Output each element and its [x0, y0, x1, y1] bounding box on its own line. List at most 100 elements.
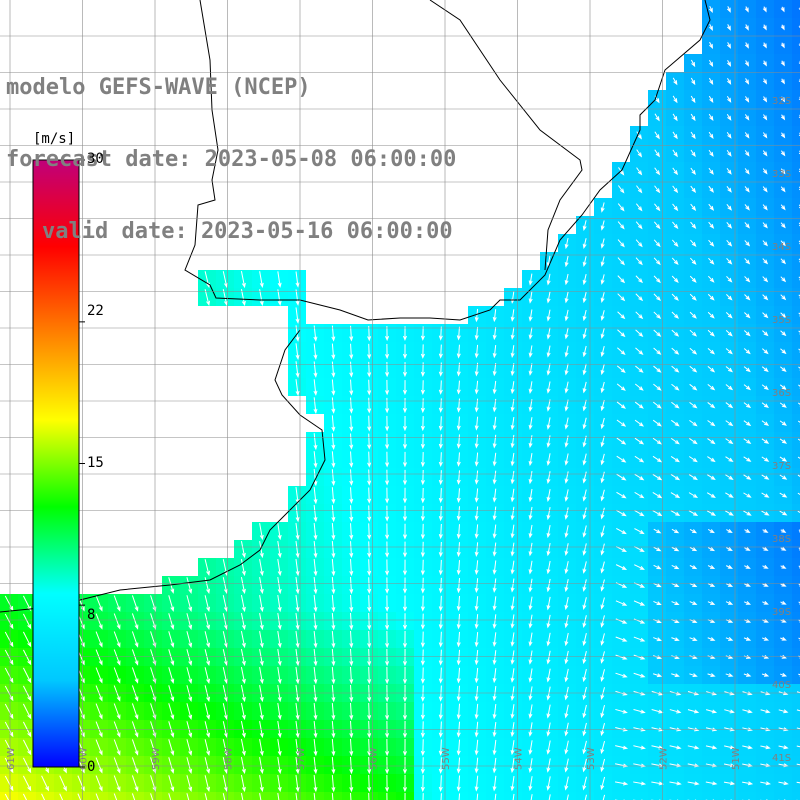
wind-arrow [707, 420, 716, 427]
wind-arrow [131, 775, 139, 792]
wind-arrow [240, 271, 246, 289]
wind-arrow [259, 757, 264, 775]
wind-arrow [707, 637, 716, 641]
wind-arrow [240, 703, 246, 721]
wind-arrow [616, 365, 626, 373]
wind-arrow [492, 488, 497, 503]
wind-arrow [672, 77, 678, 86]
wind-arrow [779, 438, 788, 444]
wind-arrow [349, 774, 354, 793]
wind-arrow [402, 702, 407, 721]
wind-arrow [259, 775, 264, 793]
wind-arrow [367, 505, 372, 522]
wind-arrow [95, 631, 103, 648]
wind-arrow [349, 594, 354, 613]
wind-arrow [743, 474, 752, 480]
wind-arrow [492, 380, 497, 395]
wind-arrow [295, 307, 300, 324]
wind-arrow [510, 668, 515, 683]
wind-arrow [456, 703, 461, 720]
wind-arrow [240, 649, 246, 667]
wind-arrow [564, 543, 569, 557]
wind-cell [54, 792, 72, 800]
wind-arrow [617, 221, 625, 230]
wind-arrow [528, 596, 533, 611]
latitude-label: 38S [772, 534, 791, 545]
wind-arrow [204, 721, 211, 739]
wind-arrow [420, 380, 425, 396]
wind-arrow [386, 792, 388, 800]
wind-arrow [331, 630, 336, 649]
wind-arrow [616, 401, 626, 409]
wind-cell [792, 18, 800, 36]
wind-arrow [600, 776, 606, 791]
wind-cell [72, 792, 90, 800]
wind-arrow [689, 419, 698, 427]
wind-arrow [113, 649, 121, 666]
wind-arrow [689, 293, 697, 301]
wind-arrow [204, 613, 211, 631]
wind-arrow [600, 256, 605, 267]
wind-arrow [689, 673, 698, 678]
wind-arrow [259, 667, 264, 685]
wind-arrow [349, 451, 354, 468]
wind-arrow [672, 95, 678, 104]
wind-arrow [259, 703, 264, 721]
wind-arrow [492, 506, 497, 521]
wind-arrow [707, 275, 715, 283]
wind-arrow [796, 691, 800, 694]
wind-arrow [95, 649, 103, 666]
wind-arrow [204, 775, 211, 793]
longitude-label: 58W [224, 747, 235, 770]
wind-arrow [420, 398, 425, 414]
wind-arrow [240, 595, 246, 613]
wind-arrow [492, 470, 497, 485]
wind-arrow [687, 727, 700, 732]
wind-arrow [186, 703, 193, 720]
wind-arrow [671, 383, 680, 391]
wind-cell [36, 792, 54, 800]
wind-arrow [385, 559, 390, 576]
wind-arrow [186, 757, 193, 774]
wind-arrow [689, 311, 697, 319]
wind-arrow [762, 348, 769, 355]
wind-arrow [725, 366, 733, 373]
wind-arrow [689, 583, 698, 587]
wind-arrow [492, 632, 497, 648]
wind-arrow [688, 510, 699, 516]
wind-arrow [492, 668, 497, 684]
wind-arrow [474, 362, 479, 377]
wind-arrow [528, 470, 533, 485]
colorbar-tick-label: 15 [87, 455, 104, 471]
wind-arrow [761, 366, 769, 373]
wind-arrow [724, 727, 736, 732]
wind-arrow [186, 613, 193, 630]
wind-arrow [671, 419, 680, 427]
wind-arrow [582, 704, 587, 719]
wind-arrow [744, 564, 751, 569]
wind-arrow [762, 564, 769, 569]
wind-arrow [385, 613, 390, 631]
wind-arrow [349, 630, 354, 649]
wind-arrow [600, 399, 605, 412]
wind-arrow [277, 631, 282, 649]
wind-arrow [313, 648, 318, 667]
wind-arrow [331, 505, 336, 523]
wind-arrow [633, 636, 646, 642]
wind-arrow [402, 666, 407, 685]
wind-arrow [95, 613, 103, 630]
wind-arrow [402, 398, 407, 414]
wind-arrow [615, 727, 628, 732]
wind-arrow [762, 24, 767, 31]
wind-arrow [277, 775, 282, 793]
wind-arrow [779, 402, 787, 408]
wind-arrow [616, 383, 626, 391]
wind-arrow [708, 257, 715, 265]
wind-arrow [582, 256, 587, 268]
wind-arrow [367, 595, 372, 613]
wind-arrow [743, 456, 752, 462]
wind-arrow [240, 739, 246, 757]
wind-arrow [726, 547, 733, 551]
latitude-label: 33S [772, 169, 791, 180]
